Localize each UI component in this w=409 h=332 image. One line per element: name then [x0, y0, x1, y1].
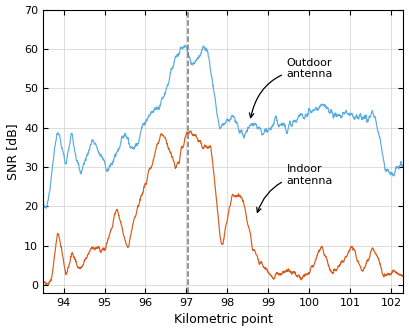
Text: Indoor
antenna: Indoor antenna	[257, 164, 333, 212]
X-axis label: Kilometric point: Kilometric point	[174, 313, 273, 326]
Text: Outdoor
antenna: Outdoor antenna	[249, 58, 333, 118]
Y-axis label: SNR [dB]: SNR [dB]	[6, 123, 18, 180]
